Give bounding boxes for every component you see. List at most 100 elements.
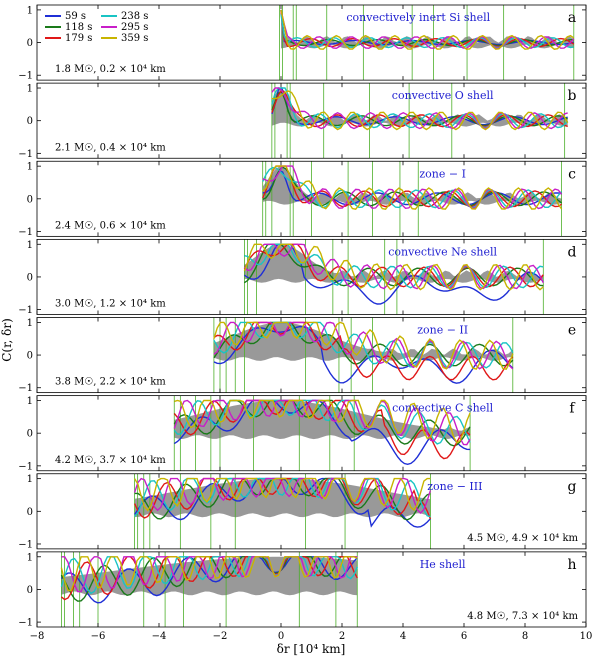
series-line-118s: [213, 321, 514, 367]
y-tick-label: 1: [27, 318, 33, 329]
x-tick-label: −8: [30, 631, 45, 642]
series-line-179s: [271, 89, 568, 128]
y-tick-label: 0: [27, 272, 33, 283]
legend-label: 295 s: [121, 22, 148, 33]
series-line-359s: [243, 243, 544, 291]
panel-f: −1 0 1 f convective C shell 4.2 M☉, 3.7 × 10⁴…: [18, 395, 587, 472]
y-tick-label: 0: [27, 585, 33, 596]
y-tick-label: 1: [27, 84, 33, 95]
panel-c: −1 0 1 c zone − I 2.4 M☉, 0.6 × 10⁴ km: [18, 160, 587, 238]
y-tick-label: −1: [18, 461, 33, 472]
panel-title: zone − II: [417, 324, 468, 337]
y-tick-label: 0: [27, 194, 33, 205]
panel-letter: a: [568, 10, 576, 26]
panel-letter: g: [568, 479, 577, 495]
x-tick-label: −2: [213, 631, 228, 642]
y-tick-label: −1: [18, 71, 33, 82]
panel-plot-area: [213, 317, 514, 393]
series-line-295s: [271, 87, 568, 130]
panel-mass-radius: 2.4 M☉, 0.6 × 10⁴ km: [55, 220, 166, 231]
x-tick-label: 8: [522, 631, 528, 642]
series-line-359s: [262, 165, 563, 210]
y-tick-label: 0: [27, 429, 33, 440]
x-axis: −8 −6 −4 −2 0 2 4 6 8 10: [30, 631, 593, 642]
y-tick-label: 0: [27, 38, 33, 49]
series-line-295s: [133, 477, 432, 514]
panel-mass-radius: 3.8 M☉, 2.2 × 10⁴ km: [55, 377, 166, 388]
legend-label: 179 s: [65, 33, 92, 44]
panel-d: −1 0 1 d convective Ne shell 3.0 M☉, 1.2 × 10…: [18, 238, 587, 316]
y-tick-label: −1: [18, 149, 33, 160]
panel-plot-area: [271, 83, 569, 159]
series-line-238s: [262, 166, 563, 209]
y-tick-label: 0: [27, 507, 33, 518]
panel-title: zone − I: [419, 167, 466, 180]
panel-title: convective C shell: [392, 402, 494, 415]
panel-plot-area: [60, 551, 358, 627]
series-line-359s: [280, 9, 575, 50]
series-line-59s: [244, 243, 544, 305]
y-tick-label: −1: [18, 539, 33, 550]
x-tick-label: −6: [91, 631, 106, 642]
panel-plot-area: [133, 473, 432, 549]
series-line-238s: [134, 477, 431, 518]
y-tick-label: 1: [27, 240, 33, 251]
panel-title: convective Ne shell: [388, 245, 497, 258]
y-tick-label: 1: [27, 396, 33, 407]
panel-title: convectively inert Si shell: [346, 11, 490, 24]
panel-mass-radius: 4.5 M☉, 4.9 × 10⁴ km: [467, 533, 578, 544]
panel-letter: f: [569, 401, 576, 417]
panel-letter: c: [568, 166, 576, 182]
panel-mass-radius: 4.8 M☉, 7.3 × 10⁴ km: [467, 611, 578, 622]
legend-label: 238 s: [121, 11, 148, 22]
panel-title: zone − III: [427, 480, 482, 493]
series-line-118s: [243, 243, 544, 287]
series-line-295s: [243, 243, 544, 290]
series-line-238s: [244, 243, 544, 289]
series-line-238s: [173, 399, 471, 445]
panel-h: −1 0 1 h He shell 4.8 M☉, 7.3 × 10⁴ km: [18, 551, 587, 629]
legend-label: 59 s: [65, 11, 86, 22]
panel-letter: h: [567, 557, 576, 573]
panel-mass-radius: 3.0 M☉, 1.2 × 10⁴ km: [55, 299, 166, 310]
panel-plot-area: [262, 161, 563, 237]
legend-label: 118 s: [65, 22, 92, 33]
series-line-59s: [271, 87, 568, 126]
x-tick-label: 0: [278, 631, 284, 642]
panel-g: −1 0 1 g zone − III 4.5 M☉, 4.9 × 10⁴ km: [18, 473, 587, 550]
x-tick-label: −4: [152, 631, 167, 642]
series-line-295s: [213, 321, 514, 370]
y-tick-label: 1: [27, 474, 33, 485]
panel-e: −1 0 1 e zone − II 3.8 M☉, 2.2 × 10⁴ km: [18, 317, 587, 394]
series-line-359s: [133, 477, 431, 512]
y-tick-label: −1: [18, 383, 33, 394]
x-axis-label: δr [10⁴ km]: [277, 642, 346, 656]
y-axis-label: C(r, δr): [0, 318, 14, 362]
y-tick-label: 0: [27, 351, 33, 362]
series-line-238s: [280, 14, 574, 49]
x-tick-label: 4: [400, 631, 406, 642]
series-line-59s: [213, 325, 514, 384]
y-tick-label: 0: [27, 116, 33, 127]
panel-plot-area: [243, 239, 544, 315]
panel-letter: b: [568, 88, 577, 104]
y-tick-label: −1: [18, 227, 33, 238]
series-line-295s: [262, 165, 563, 210]
panel-mass-radius: 2.1 M☉, 0.4 × 10⁴ km: [55, 142, 166, 153]
y-tick-label: 1: [27, 552, 33, 563]
series-line-295s: [280, 9, 575, 50]
panel-plot-area: [279, 5, 575, 81]
series-line-118s: [173, 399, 471, 447]
spread-band: [213, 322, 513, 361]
panel-title: convective O shell: [392, 89, 494, 102]
panel-title: He shell: [420, 558, 466, 571]
y-tick-label: 1: [27, 162, 33, 173]
series-line-238s: [213, 321, 514, 369]
series-line-359s: [271, 90, 569, 131]
x-tick-label: 2: [339, 631, 345, 642]
panel-mass-radius: 1.8 M☉, 0.2 × 10⁴ km: [55, 64, 166, 75]
panel-letter: d: [568, 244, 577, 260]
legend-label: 359 s: [121, 33, 148, 44]
